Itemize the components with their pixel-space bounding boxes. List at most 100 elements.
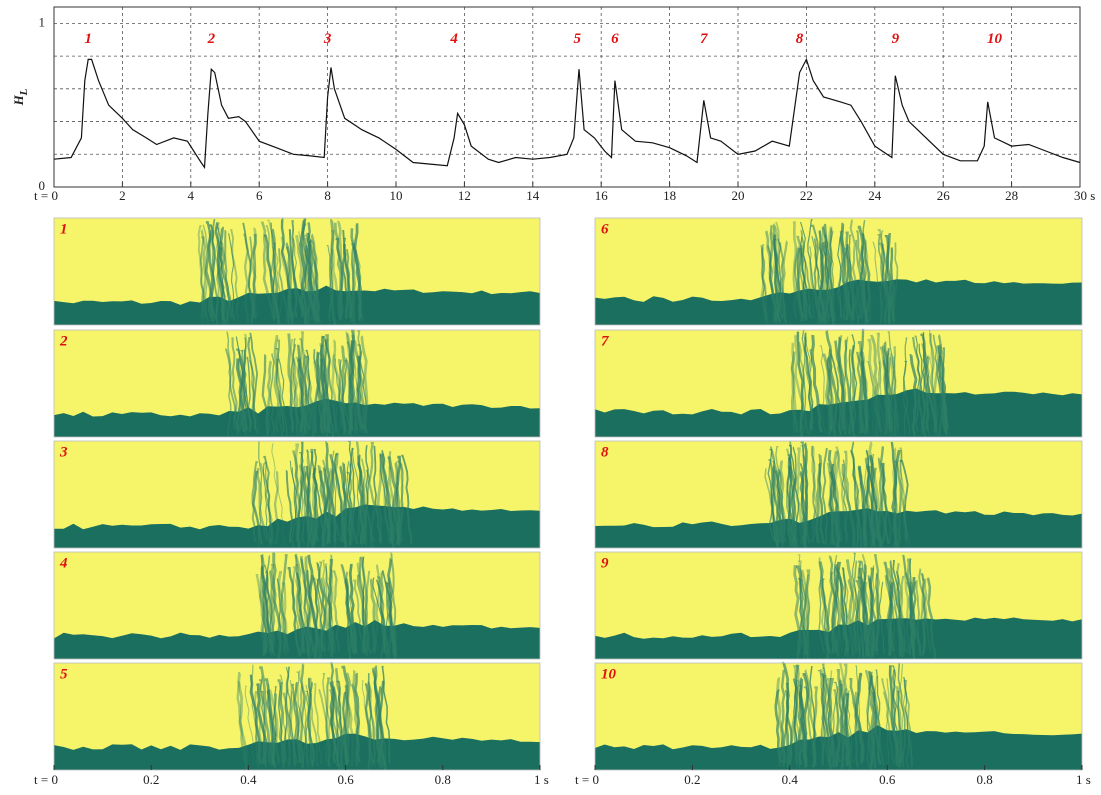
- spray-streak: [247, 337, 259, 435]
- spray-streak: [882, 462, 890, 545]
- spray-streak: [892, 560, 902, 657]
- spray-streak: [381, 452, 393, 542]
- spray-streak: [810, 224, 823, 322]
- spray-streak: [295, 553, 311, 660]
- spray-streak: [298, 357, 305, 430]
- spray-streak: [353, 340, 366, 430]
- spray-streak: [355, 441, 368, 546]
- spray-streak: [796, 565, 808, 656]
- spray-streak: [888, 356, 894, 430]
- x-tick-label: 10: [390, 188, 403, 203]
- spray-streak: [892, 242, 899, 324]
- panel-frame: [53, 551, 541, 660]
- spray-streak: [292, 566, 302, 656]
- x-tick-label: 28: [1005, 188, 1018, 203]
- spray-streak: [337, 358, 346, 433]
- spray-streak: [266, 360, 272, 435]
- spray-streak: [211, 218, 219, 324]
- spray-streak: [773, 226, 779, 324]
- spray-streak: [822, 240, 830, 322]
- x-tick-label: t = 0: [575, 772, 599, 787]
- x-tick-label: t = 0: [34, 188, 58, 203]
- spray-streak: [847, 578, 860, 653]
- spray-streak: [295, 356, 306, 431]
- spray-streak: [336, 680, 343, 770]
- spray-streak: [782, 682, 790, 764]
- spray-streak: [810, 445, 817, 543]
- spray-streak: [202, 224, 209, 322]
- spray-streak: [881, 345, 889, 435]
- x-tick-label: 14: [526, 188, 540, 203]
- spray-streak: [851, 334, 858, 432]
- spray-streak: [891, 669, 899, 767]
- spray-streak: [841, 459, 848, 541]
- spray-streak: [875, 669, 885, 767]
- spray-streak: [357, 454, 365, 545]
- spray-streak: [856, 230, 863, 320]
- spray-streak: [879, 242, 888, 324]
- peak-label: 4: [449, 31, 458, 47]
- spray-streak: [765, 230, 779, 321]
- spray-streak: [322, 673, 331, 770]
- spray-streak: [294, 443, 300, 541]
- spray-streak: [265, 555, 271, 653]
- spray-streak: [883, 360, 889, 434]
- spray-streak: [348, 340, 355, 430]
- panel-label: 1: [60, 221, 68, 237]
- spray-streak: [312, 577, 321, 659]
- panel-frame: [594, 662, 1083, 771]
- spray-streak: [348, 563, 358, 654]
- spray-streak: [866, 671, 873, 769]
- spray-streak: [381, 449, 395, 548]
- spray-streak: [275, 358, 286, 432]
- panel-label: 9: [601, 555, 609, 571]
- spray-streak: [839, 231, 847, 321]
- liquid-layer: [595, 388, 1082, 437]
- spray-streak: [264, 564, 275, 654]
- spray-streak: [276, 578, 282, 652]
- spray-streak: [313, 360, 320, 434]
- panel-label: 5: [60, 666, 68, 682]
- spray-streak: [863, 563, 870, 654]
- spray-streak: [290, 339, 299, 437]
- spray-streak: [228, 232, 236, 322]
- spray-streak: [864, 670, 871, 768]
- spray-streak: [287, 333, 294, 431]
- spray-streak: [264, 461, 271, 543]
- spray-streak: [826, 571, 834, 654]
- spray-streak: [781, 240, 788, 322]
- spray-streak: [325, 565, 334, 655]
- spray-streak: [786, 441, 793, 547]
- spray-streak: [364, 683, 375, 765]
- spray-streak: [827, 349, 835, 431]
- spray-streak: [356, 574, 369, 656]
- x-tick-label: 0.4: [782, 772, 799, 787]
- spray-streak: [809, 349, 814, 431]
- spray-streak: [302, 245, 309, 319]
- spray-streak: [800, 579, 807, 653]
- spray-streak: [306, 450, 312, 548]
- spray-streak: [302, 354, 315, 437]
- spray-streak: [295, 235, 310, 325]
- spray-streak: [373, 564, 381, 654]
- panel-label: 7: [601, 333, 609, 349]
- spray-streak: [881, 678, 901, 768]
- spray-streak: [796, 577, 803, 659]
- spray-streak: [767, 245, 778, 319]
- panel-label: 2: [59, 333, 68, 349]
- spray-streak: [354, 672, 361, 763]
- spray-streak: [842, 248, 847, 321]
- spray-streak: [840, 222, 850, 321]
- spray-streak: [309, 677, 319, 767]
- spray-streak: [887, 570, 897, 659]
- spray-streak: [811, 686, 819, 768]
- spray-streak: [360, 335, 369, 434]
- spray-streak: [827, 463, 835, 545]
- peak-label: 8: [796, 31, 804, 47]
- spray-streak: [334, 452, 346, 543]
- spray-streak: [824, 674, 836, 764]
- spray-streak: [868, 672, 877, 770]
- spray-streak: [330, 469, 337, 543]
- spray-streak: [885, 350, 893, 433]
- spray-streak: [852, 560, 862, 658]
